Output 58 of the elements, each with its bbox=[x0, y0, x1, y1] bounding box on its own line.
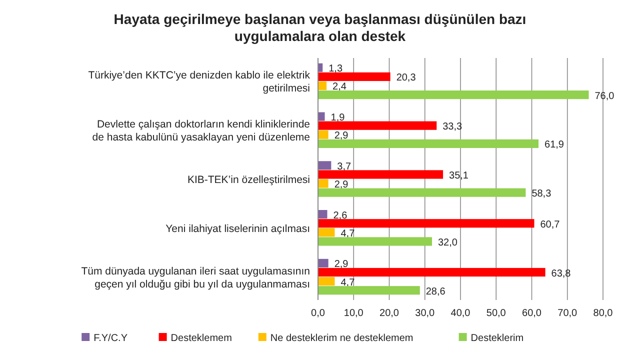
bar bbox=[318, 139, 539, 148]
y-tick-label: KIB-TEK’in özelleştirilmesi bbox=[187, 174, 310, 186]
bar bbox=[318, 219, 534, 228]
x-tick-label: 80,0 bbox=[593, 308, 614, 319]
x-tick-label: 0,0 bbox=[311, 308, 326, 319]
data-label: 63,8 bbox=[551, 268, 572, 280]
data-label: 1,3 bbox=[328, 64, 343, 75]
chart-title: Hayata geçirilmeye başlanan veya başlanması düşünülen bazı uygulamalara olan destek bbox=[114, 11, 526, 44]
bar bbox=[318, 210, 328, 219]
data-label: 1,9 bbox=[330, 112, 346, 124]
bar bbox=[318, 72, 390, 81]
data-label: 2,9 bbox=[334, 259, 349, 270]
bar bbox=[318, 81, 327, 90]
data-label: 58,3 bbox=[532, 188, 552, 200]
legend-label: Desteklerim bbox=[470, 333, 524, 344]
data-label: 3,7 bbox=[337, 161, 352, 172]
bar bbox=[318, 121, 437, 130]
data-label: 2,9 bbox=[334, 130, 349, 142]
bar bbox=[318, 237, 432, 246]
bar bbox=[318, 277, 335, 286]
legend-label: Desteklemem bbox=[170, 333, 232, 344]
data-label: 33,3 bbox=[442, 122, 463, 133]
bar bbox=[318, 112, 325, 121]
data-label: 2,6 bbox=[333, 210, 348, 222]
data-label: 4,7 bbox=[340, 277, 356, 288]
bar bbox=[318, 170, 444, 179]
x-tick-label: 10,0 bbox=[344, 308, 364, 319]
data-label: 76,0 bbox=[594, 90, 615, 102]
data-label: 28,6 bbox=[426, 286, 446, 298]
y-tick-label: Türkiye’den KKTC’ye denizden kablo ile elektrik getirilmesi bbox=[88, 70, 311, 95]
data-label: 32,0 bbox=[438, 237, 458, 248]
bar bbox=[318, 188, 526, 197]
data-label: 61,9 bbox=[544, 140, 564, 151]
x-tick-label: 60,0 bbox=[522, 308, 542, 319]
bar bbox=[318, 268, 546, 277]
x-tick-label: 30,0 bbox=[415, 308, 436, 319]
data-label: 4,7 bbox=[340, 228, 356, 240]
data-label: 2,4 bbox=[332, 82, 347, 93]
y-tick-label: Devlette çalışan doktorların kendi kliniklerinde de hasta kabulünü yasaklayan yeni düzenleme bbox=[92, 118, 310, 144]
x-tick-label: 40,0 bbox=[450, 308, 471, 319]
data-label: 20,3 bbox=[396, 72, 416, 84]
data-label: 2,9 bbox=[334, 180, 349, 191]
bar bbox=[318, 179, 328, 188]
bar bbox=[318, 90, 589, 100]
x-tick-label: 50,0 bbox=[486, 308, 506, 319]
bar bbox=[318, 258, 328, 268]
data-label: 35,1 bbox=[449, 170, 469, 182]
bar bbox=[318, 228, 335, 237]
x-tick-label: 70,0 bbox=[558, 308, 578, 319]
legend-label: Ne desteklerim ne desteklemem bbox=[270, 333, 414, 344]
legend-label: F.Y/C.Y bbox=[94, 333, 128, 344]
x-tick-label: 20,0 bbox=[380, 308, 400, 319]
y-tick-label: Yeni ilahiyat liselerinin açılması bbox=[166, 222, 310, 235]
bar bbox=[318, 286, 420, 295]
bar bbox=[318, 130, 328, 139]
bar bbox=[318, 161, 332, 170]
y-tick-label: Tüm dünyada uygulanan ileri saat uygulamasının geçen yıl olduğu gibi bu yıl da uygulanmaması bbox=[81, 265, 310, 290]
data-label: 60,7 bbox=[540, 219, 560, 230]
